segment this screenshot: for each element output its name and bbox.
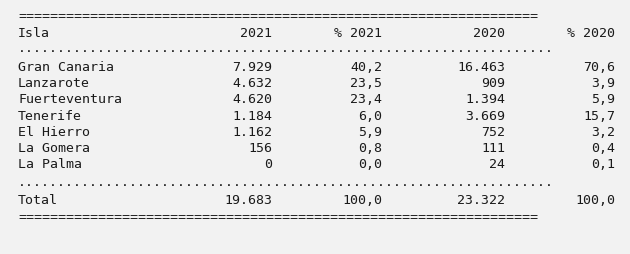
Text: 23.322: 23.322: [457, 193, 505, 206]
Text: 0,0: 0,0: [358, 158, 382, 171]
Text: 0: 0: [264, 158, 272, 171]
Text: 16.463: 16.463: [457, 60, 505, 73]
Text: 4.620: 4.620: [232, 93, 272, 106]
Text: 19.683: 19.683: [224, 193, 272, 206]
Text: 15,7: 15,7: [583, 109, 615, 122]
Text: 0,1: 0,1: [591, 158, 615, 171]
Text: 1.162: 1.162: [232, 125, 272, 138]
Text: 24: 24: [489, 158, 505, 171]
Text: 6,0: 6,0: [358, 109, 382, 122]
Text: 1.184: 1.184: [232, 109, 272, 122]
Text: 111: 111: [481, 141, 505, 154]
Text: 40,2: 40,2: [350, 60, 382, 73]
Text: Gran Canaria: Gran Canaria: [18, 60, 114, 73]
Text: 70,6: 70,6: [583, 60, 615, 73]
Text: 4.632: 4.632: [232, 77, 272, 90]
Text: 752: 752: [481, 125, 505, 138]
Text: El Hierro: El Hierro: [18, 125, 90, 138]
Text: 100,0: 100,0: [575, 193, 615, 206]
Text: 2021: 2021: [240, 27, 272, 40]
Text: ...................................................................: ........................................…: [18, 42, 554, 55]
Text: Lanzarote: Lanzarote: [18, 77, 90, 90]
Text: Tenerife: Tenerife: [18, 109, 82, 122]
Text: La Gomera: La Gomera: [18, 141, 90, 154]
Text: 0,8: 0,8: [358, 141, 382, 154]
Text: % 2021: % 2021: [334, 27, 382, 40]
Text: 3,2: 3,2: [591, 125, 615, 138]
Text: 23,5: 23,5: [350, 77, 382, 90]
Text: 5,9: 5,9: [358, 125, 382, 138]
Text: 2020: 2020: [473, 27, 505, 40]
Text: 909: 909: [481, 77, 505, 90]
Text: =================================================================: ========================================…: [18, 210, 538, 223]
Text: 100,0: 100,0: [342, 193, 382, 206]
Text: 23,4: 23,4: [350, 93, 382, 106]
Text: Total: Total: [18, 193, 58, 206]
Text: 0,4: 0,4: [591, 141, 615, 154]
Text: Fuerteventura: Fuerteventura: [18, 93, 122, 106]
Text: 7.929: 7.929: [232, 60, 272, 73]
Text: 3.669: 3.669: [465, 109, 505, 122]
Text: =================================================================: ========================================…: [18, 10, 538, 23]
Text: 3,9: 3,9: [591, 77, 615, 90]
Text: ...................................................................: ........................................…: [18, 176, 554, 189]
Text: 1.394: 1.394: [465, 93, 505, 106]
Text: Isla: Isla: [18, 27, 50, 40]
Text: 156: 156: [248, 141, 272, 154]
Text: La Palma: La Palma: [18, 158, 82, 171]
Text: % 2020: % 2020: [567, 27, 615, 40]
Text: 5,9: 5,9: [591, 93, 615, 106]
